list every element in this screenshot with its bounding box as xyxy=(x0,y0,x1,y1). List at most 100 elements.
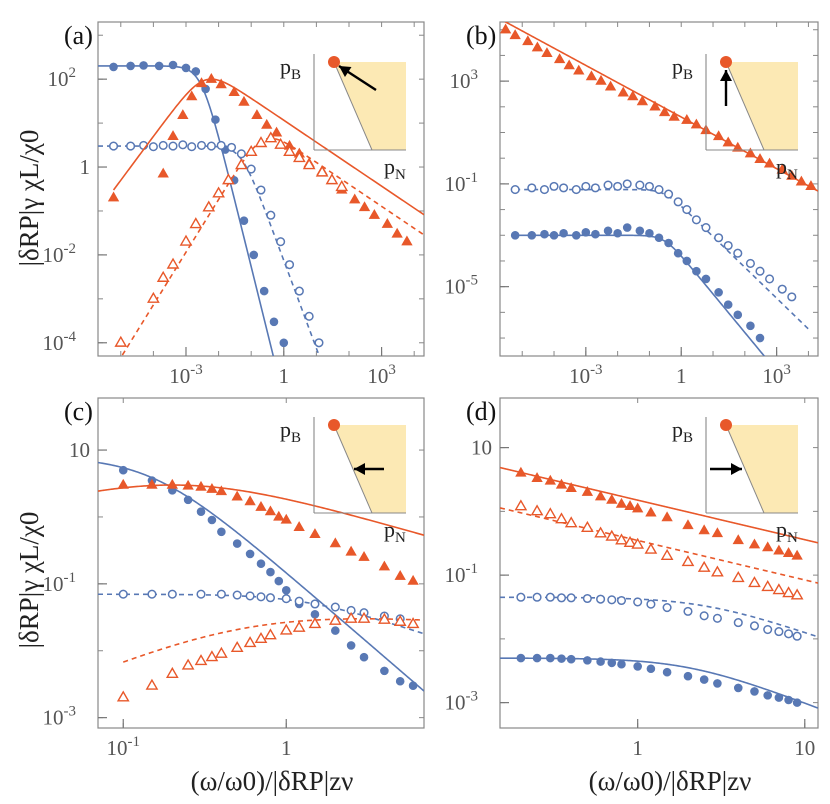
filled-triangle-point xyxy=(244,495,256,506)
filled-circle-point xyxy=(557,654,566,663)
filled-triangle-point xyxy=(624,500,636,510)
open-circle-point xyxy=(147,589,157,599)
y-tick-label: 103 xyxy=(450,67,479,93)
x-tick-label: 103 xyxy=(367,362,396,388)
filled-triangle-point xyxy=(206,482,218,493)
phase-region-fill xyxy=(726,425,798,513)
x-tick-label: 10-3 xyxy=(169,362,203,388)
open-triangle-point xyxy=(215,646,228,658)
open-circle-point xyxy=(699,611,709,621)
open-triangle-point xyxy=(325,173,339,185)
open-circle-point xyxy=(294,286,304,296)
open-triangle-point xyxy=(264,628,277,640)
open-circle-point xyxy=(745,258,755,269)
x-tick-label: 1 xyxy=(676,364,687,388)
filled-triangle-point xyxy=(391,227,403,238)
filled-circle-point xyxy=(183,495,193,505)
open-circle-point xyxy=(187,142,197,152)
filled-triangle-point xyxy=(565,482,577,492)
series-4-fit-curve xyxy=(122,618,424,663)
filled-circle-point xyxy=(713,679,722,688)
filled-triangle-point xyxy=(329,537,341,548)
open-circle-point xyxy=(644,181,654,191)
panel-c: 10-1 1 10-3 10-1 10 (c) pB pN xyxy=(43,397,425,760)
filled-circle-point xyxy=(571,230,581,240)
filled-triangle-point xyxy=(573,64,585,75)
filled-triangle-point xyxy=(732,534,744,545)
filled-triangle-point xyxy=(195,77,208,88)
inset-label-pN: pN xyxy=(776,517,798,546)
open-circle-point xyxy=(763,625,773,635)
filled-triangle-point xyxy=(146,478,158,489)
open-circle-point xyxy=(294,596,304,606)
filled-triangle-point xyxy=(522,35,534,46)
filled-triangle-point xyxy=(748,538,761,549)
open-triangle-point xyxy=(393,614,407,626)
open-triangle-point xyxy=(189,217,203,229)
filled-circle-point xyxy=(281,586,291,595)
filled-triangle-point xyxy=(585,70,598,81)
open-circle-point xyxy=(616,595,627,606)
open-triangle-point xyxy=(564,516,578,528)
filled-triangle-point xyxy=(238,95,250,106)
phase-diagram-inset: pB pN xyxy=(672,54,798,183)
filled-circle-point xyxy=(784,695,793,705)
filled-circle-point xyxy=(527,230,537,240)
critical-point-dot xyxy=(720,419,732,431)
filled-triangle-point xyxy=(378,560,391,571)
plot-area xyxy=(98,461,424,702)
phase-diagram-inset: pB pN xyxy=(280,54,406,183)
open-triangle-point xyxy=(555,512,568,524)
open-triangle-point xyxy=(235,158,248,170)
open-circle-point xyxy=(662,602,672,613)
y-tick-label: 10-3 xyxy=(445,689,479,715)
open-circle-point xyxy=(607,595,617,605)
filled-circle-point xyxy=(245,549,255,559)
phase-region-fill xyxy=(334,62,406,150)
open-triangle-point xyxy=(711,565,724,577)
x-tick-label: 1 xyxy=(281,736,292,760)
open-circle-point xyxy=(539,185,550,195)
open-circle-point xyxy=(733,618,743,628)
open-circle-point xyxy=(256,185,266,195)
filled-triangle-point xyxy=(563,59,575,70)
filled-circle-point xyxy=(256,559,266,569)
open-triangle-point xyxy=(230,640,244,653)
open-triangle-point xyxy=(406,617,420,629)
filled-circle-point xyxy=(395,676,405,686)
open-triangle-point xyxy=(615,533,628,545)
open-circle-point xyxy=(566,593,576,603)
open-triangle-point xyxy=(748,576,761,588)
open-triangle-point xyxy=(623,535,637,547)
plot-frame xyxy=(97,397,425,729)
open-circle-point xyxy=(265,593,276,603)
filled-triangle-point xyxy=(264,505,277,516)
filled-triangle-point xyxy=(358,551,370,561)
critical-point-dot xyxy=(328,419,340,431)
open-triangle-point xyxy=(292,620,306,632)
open-triangle-point xyxy=(761,580,775,592)
open-circle-point xyxy=(613,181,623,191)
critical-point-dot xyxy=(328,56,340,68)
filled-triangle-point xyxy=(394,570,406,580)
open-circle-point xyxy=(581,181,591,191)
filled-triangle-point xyxy=(531,41,544,52)
filled-circle-point xyxy=(723,300,733,309)
filled-circle-point xyxy=(607,658,617,668)
filled-circle-point xyxy=(645,228,654,238)
open-circle-point xyxy=(236,149,246,159)
open-circle-point xyxy=(178,140,188,150)
open-triangle-point xyxy=(514,499,528,511)
open-triangle-point xyxy=(212,186,225,198)
filled-circle-point xyxy=(510,230,520,240)
open-circle-point xyxy=(148,142,158,152)
open-triangle-point xyxy=(782,586,795,598)
open-circle-point xyxy=(712,613,722,623)
open-circle-point xyxy=(245,591,255,601)
open-triangle-point xyxy=(274,137,287,149)
inset-label-pN: pN xyxy=(384,517,406,546)
filled-triangle-point xyxy=(681,114,693,124)
inset-label-pB: pB xyxy=(280,54,301,83)
filled-circle-point xyxy=(359,652,369,662)
